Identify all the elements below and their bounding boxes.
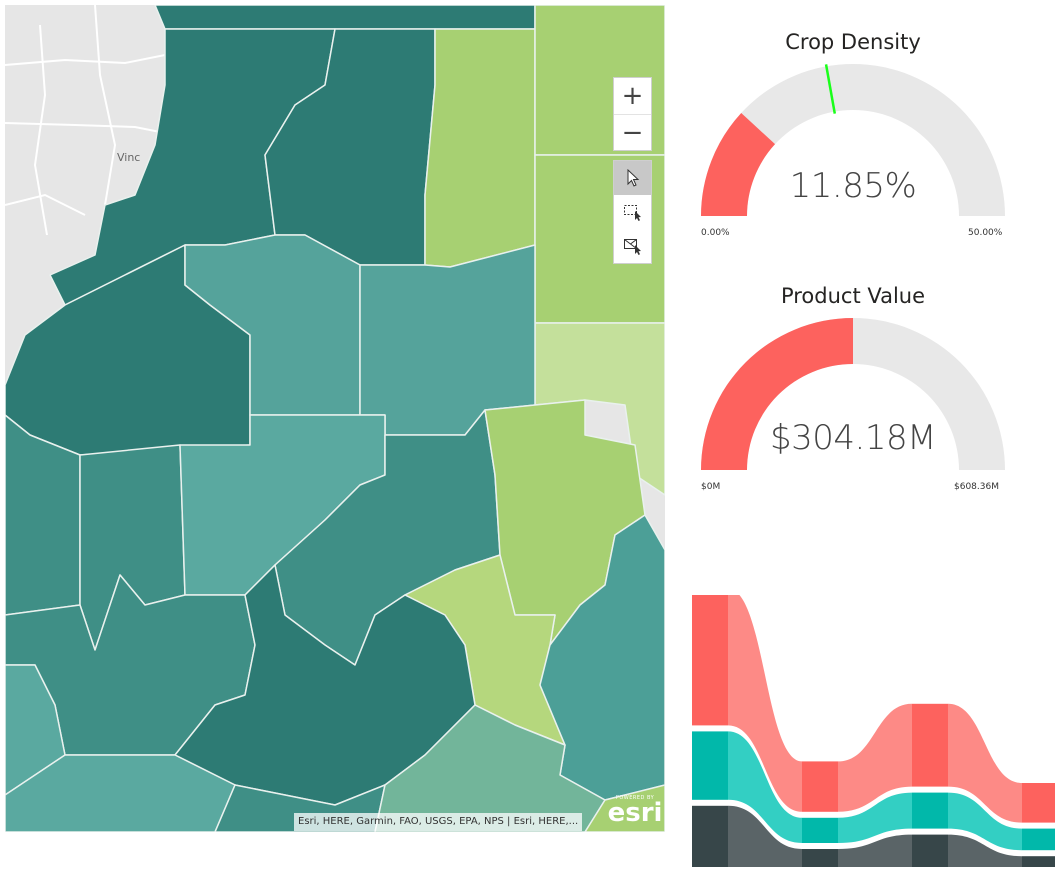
ribbon-bar-segment[interactable] — [692, 805, 728, 867]
county-region[interactable] — [374, 704, 606, 832]
rectangle-select-icon — [623, 205, 641, 221]
ribbon-bar-segment[interactable] — [692, 595, 728, 726]
plus-icon: + — [621, 81, 644, 111]
lasso-select-button[interactable] — [614, 229, 651, 263]
ribbon-bar-segment[interactable] — [912, 703, 948, 787]
county-region[interactable] — [5, 664, 66, 796]
pointer-select-button[interactable] — [614, 161, 651, 195]
county-region[interactable] — [154, 5, 536, 30]
gauge-crop-density-min: 0.00% — [701, 228, 730, 238]
ribbon-chart[interactable] — [690, 595, 1055, 870]
ribbon-bar-segment[interactable] — [802, 761, 838, 812]
esri-logo-name: esri — [607, 798, 663, 828]
county-region[interactable] — [359, 244, 536, 436]
basemap-roads — [5, 5, 166, 236]
ribbon-bar-segment[interactable] — [1022, 856, 1055, 867]
map-canvas[interactable]: Vinc — [5, 5, 665, 832]
map-attribution[interactable]: Esri, HERE, Garmin, FAO, USGS, EPA, NPS … — [294, 813, 583, 831]
ribbon-bar-segment[interactable] — [912, 792, 948, 829]
gauge-target-line — [824, 64, 837, 114]
esri-logo-powered: POWERED BY — [615, 795, 655, 801]
county-regions[interactable] — [5, 5, 665, 832]
county-region[interactable] — [424, 28, 536, 268]
zoom-controls: + − — [613, 77, 652, 151]
gauge-track — [701, 64, 1005, 216]
lasso-select-icon — [623, 239, 641, 255]
ribbon-band[interactable] — [948, 792, 1022, 851]
cursor-arrow-icon — [627, 169, 639, 187]
gauge-crop-density-title: Crop Density — [785, 30, 921, 54]
ribbon-bar-segment[interactable] — [802, 849, 838, 867]
gauge-product-value-value: $304.18M — [770, 418, 936, 458]
ribbon-bar-segment[interactable] — [1022, 783, 1055, 823]
ribbon-band[interactable] — [728, 805, 802, 867]
minus-icon: − — [621, 117, 644, 148]
selection-tools — [613, 160, 652, 264]
ribbon-bar-segment[interactable] — [912, 834, 948, 867]
gauge-crop-density-value: 11.85% — [789, 166, 917, 206]
ribbon-band[interactable] — [838, 703, 912, 812]
gauge-crop-density-max: 50.00% — [968, 228, 1003, 238]
ribbon-bar-segment[interactable] — [802, 817, 838, 843]
ribbon-band[interactable] — [948, 834, 1022, 867]
choropleth-map[interactable]: Vinc + — [5, 5, 665, 832]
zoom-out-button[interactable]: − — [614, 114, 651, 150]
ribbon-band[interactable] — [948, 703, 1022, 823]
ribbon-band[interactable] — [838, 792, 912, 843]
gauge-product-value-title: Product Value — [780, 284, 926, 308]
gauge-product-value[interactable] — [683, 314, 1023, 474]
ribbon-band[interactable] — [728, 595, 802, 812]
gauge-product-value-max: $608.36M — [954, 482, 999, 492]
gauge-crop-density[interactable] — [683, 60, 1023, 220]
ribbon-bar-segment[interactable] — [1022, 828, 1055, 851]
rectangle-select-button[interactable] — [614, 195, 651, 229]
basemap-place-label: Vinc — [117, 151, 140, 164]
gauge-fill — [701, 112, 776, 216]
gauge-product-value-min: $0M — [701, 482, 721, 492]
county-region[interactable] — [584, 784, 665, 832]
esri-logo: POWERED BY esri — [605, 795, 665, 828]
ribbon-bar-segment[interactable] — [692, 731, 728, 800]
gauge-fill — [701, 318, 853, 470]
ribbon-band[interactable] — [728, 731, 802, 843]
zoom-in-button[interactable]: + — [614, 78, 651, 114]
ribbon-band[interactable] — [838, 834, 912, 867]
